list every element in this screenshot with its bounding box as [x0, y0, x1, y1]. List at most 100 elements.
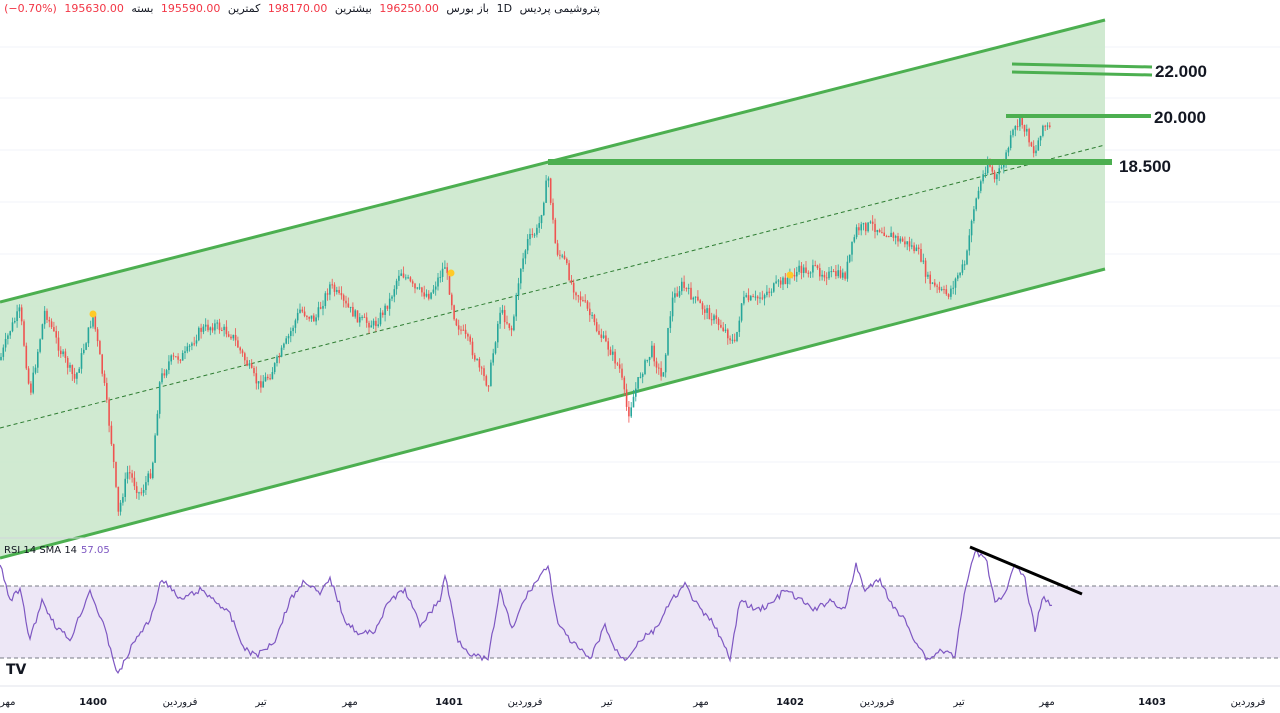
x-tick-label: مهر [0, 697, 15, 708]
candle-body [497, 323, 499, 343]
candle-body [474, 355, 476, 360]
candle-body [138, 492, 140, 494]
candle-body [48, 319, 51, 322]
candle-body [572, 282, 575, 293]
candle-body [888, 236, 890, 238]
candle-body [46, 310, 48, 320]
candle-body [168, 361, 170, 371]
candle-body [126, 472, 129, 479]
candle-body [713, 315, 715, 321]
candle-body [37, 351, 39, 368]
candle-body [299, 309, 301, 313]
candle-body [101, 354, 103, 374]
candle-body [993, 171, 996, 180]
candle-body [513, 316, 515, 331]
candle-body [1003, 164, 1005, 168]
candle-body [262, 381, 264, 388]
rsi-legend[interactable]: RSI 14 SMA 14 57.05 [4, 545, 110, 556]
candle-body [722, 327, 724, 331]
candle-body [372, 320, 375, 326]
candle-body [674, 293, 676, 298]
candle-body [34, 367, 37, 373]
rsi-band [0, 586, 1280, 658]
candle-body [715, 315, 718, 319]
candle-body [782, 277, 784, 285]
candle-body [706, 308, 708, 313]
candle-body [938, 286, 941, 290]
candle-body [876, 229, 879, 232]
candle-body [234, 334, 237, 341]
symbol-title[interactable]: پتروشیمی پردیس [519, 2, 600, 15]
candle-body [308, 316, 310, 319]
candlestick-series [0, 114, 1051, 516]
dividend-marker[interactable] [786, 271, 794, 279]
channel-fill [0, 20, 1105, 558]
candle-body [80, 353, 83, 369]
candle-body [1012, 129, 1014, 136]
candle-body [165, 370, 168, 376]
candle-body [377, 324, 379, 327]
dividend-marker[interactable] [89, 310, 97, 318]
candle-body [731, 339, 734, 341]
candle-body [64, 351, 67, 358]
candle-body [184, 351, 186, 353]
rsi-label: RSI 14 SMA 14 [4, 545, 78, 556]
candle-body [273, 363, 276, 373]
candle-body [614, 351, 616, 364]
candle-body [635, 388, 637, 397]
candle-body [315, 317, 317, 322]
candle-body [322, 305, 324, 309]
candle-body [609, 349, 612, 355]
candle-body [763, 295, 766, 299]
candle-body [66, 357, 69, 368]
level-22000-line-a[interactable] [1011, 62, 1153, 69]
candle-body [699, 300, 701, 304]
candle-body [881, 232, 883, 234]
candle-body [1049, 125, 1051, 127]
candle-body [326, 293, 329, 295]
level-22000-line-b[interactable] [1011, 70, 1153, 77]
candle-body [662, 372, 665, 377]
candle-body [60, 350, 62, 355]
candle-body [391, 296, 393, 299]
candle-body [761, 297, 764, 299]
rsi-line[interactable] [0, 549, 1053, 675]
candle-body [543, 202, 545, 216]
candle-body [85, 343, 87, 350]
candle-body [786, 278, 789, 285]
dividend-marker[interactable] [447, 269, 455, 277]
candle-body [586, 301, 589, 309]
candle-body [1019, 115, 1021, 127]
candle-body [980, 181, 982, 191]
candle-body [533, 234, 536, 236]
candle-body [177, 356, 179, 360]
candle-body [692, 297, 695, 300]
channel-median-line[interactable] [0, 144, 1106, 429]
level-18500-label: 18.500 [1119, 157, 1171, 176]
candle-body [329, 284, 331, 295]
candle-body [687, 287, 690, 289]
candle-body [207, 324, 209, 331]
candle-body [920, 248, 922, 262]
candle-body [669, 316, 672, 329]
candle-body [106, 382, 108, 400]
candle-body [1007, 147, 1010, 153]
candle-body [885, 236, 888, 238]
candle-body [250, 363, 253, 368]
candle-body [648, 356, 651, 360]
candle-body [952, 287, 954, 289]
candle-body [393, 289, 396, 297]
symbol-legend[interactable]: پتروشیمی پردیس 1D باز بورس 196250.00 بیش… [0, 2, 600, 20]
candle-body [913, 245, 915, 252]
rsi-divergence-trendline[interactable] [969, 545, 1083, 596]
level-22000-label: 22.000 [1155, 62, 1207, 81]
candle-body [816, 265, 819, 269]
candle-body [736, 331, 738, 341]
candle-body [241, 350, 244, 354]
candle-body [430, 292, 432, 299]
candle-body [630, 407, 632, 417]
candle-body [423, 292, 425, 297]
channel-lower-line[interactable] [0, 267, 1106, 560]
tradingview-logo[interactable]: TV [6, 662, 27, 678]
